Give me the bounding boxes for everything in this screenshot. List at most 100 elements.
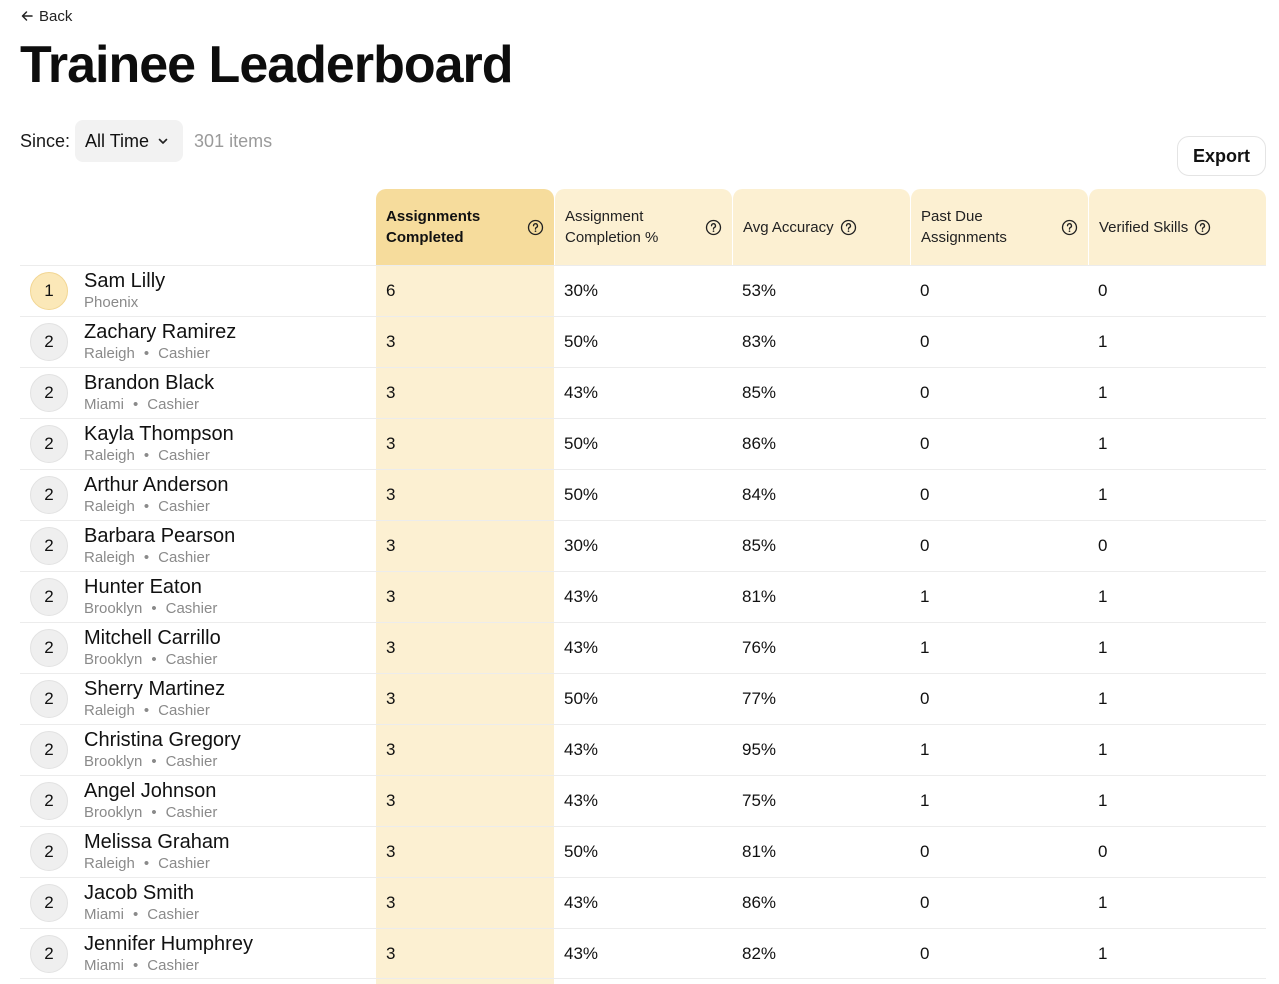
since-dropdown[interactable]: All Time (75, 120, 184, 162)
trainee-location: Raleigh (84, 345, 135, 362)
column-header-label: Assignment Completion % (565, 208, 659, 246)
column-header-verified-skills[interactable]: Verified Skills (1088, 189, 1266, 265)
trainee-meta: Phoenix (84, 293, 165, 313)
trainee-location: Brooklyn (84, 804, 143, 821)
column-header-past-due-assignments[interactable]: Past Due Assignments (910, 189, 1088, 265)
trainee-info: Jennifer Humphrey Miami • Cashier (84, 932, 253, 976)
column-header-avg-accuracy[interactable]: Avg Accuracy (732, 189, 910, 265)
trainee-name: Zachary Ramirez (84, 321, 237, 343)
cell-assignment-completion-pct: 43% (564, 587, 599, 606)
trainee-cell: 2 Angel Johnson Brooklyn • Cashier (20, 776, 376, 826)
cell-past-due-assignments: 1 (920, 638, 930, 657)
trainee-meta: Brooklyn • Cashier (84, 599, 217, 619)
cell-verified-skills: 1 (1098, 434, 1108, 453)
cell-verified-skills: 1 (1098, 689, 1108, 708)
trainee-name: Arthur Anderson (84, 474, 229, 496)
trainee-info: Kayla Thompson Raleigh • Cashier (84, 422, 234, 466)
cell-verified-skills: 1 (1098, 791, 1108, 810)
rank-badge: 2 (30, 527, 68, 565)
trainee-cell: 2 Melissa Graham Raleigh • Cashier (20, 827, 376, 877)
cell-assignments-completed: 3 (376, 368, 554, 418)
trainee-location: Raleigh (84, 498, 135, 515)
table-row[interactable]: 2 Brandon Black Miami • Cashier 3 43% 85% 0 1 (20, 367, 1266, 418)
separator-dot: • (151, 753, 157, 770)
cell-assignments-completed: 3 (376, 521, 554, 571)
column-header-assignments-completed[interactable]: Assignments Completed (376, 189, 554, 265)
table-row[interactable]: 2 Angel Johnson Brooklyn • Cashier 3 43% 75%… (20, 775, 1266, 826)
cell-assignment-completion-pct: 30% (564, 281, 599, 300)
table-row[interactable]: 1 Sam Lilly Phoenix 6 30% 53% 0 0 (20, 265, 1266, 316)
cell-avg-accuracy: 82% (742, 943, 777, 963)
trainee-name: Jacob Smith (84, 882, 195, 904)
item-count: 301 items (194, 130, 273, 151)
separator-dot: • (143, 702, 150, 719)
question-circle-icon[interactable] (1061, 219, 1078, 236)
trainee-cell: 2 Jennifer Humphrey Miami • Cashier (20, 929, 376, 978)
trainee-location: Raleigh (84, 447, 135, 464)
cell-past-due-assignments: 0 (920, 536, 930, 555)
cell-assignments-completed: 3 (376, 419, 554, 469)
trainee-meta: Raleigh • Cashier (84, 446, 234, 466)
trainee-cell: 2 Hunter Eaton Brooklyn • Cashier (20, 572, 376, 622)
separator-dot: • (133, 396, 139, 413)
table-row[interactable]: 2 Mitchell Carrillo Brooklyn • Cashier 3 43… (20, 622, 1266, 673)
trainee-cell: 2 Arthur Anderson Raleigh • Cashier (20, 470, 376, 520)
since-value: All Time (85, 130, 150, 151)
trainee-name: Jennifer Humphrey (84, 932, 253, 955)
table-row[interactable]: 2 Hunter Eaton Brooklyn • Cashier 3 43% 81% 1… (20, 571, 1266, 622)
trainee-location: Raleigh (84, 702, 135, 719)
cell-assignments-completed: 3 (376, 317, 554, 367)
trainee-location: Miami (84, 906, 124, 923)
question-circle-icon[interactable] (705, 219, 722, 236)
cell-assignment-completion-pct: 43% (564, 638, 599, 657)
trainee-info: Melissa Graham Raleigh • Cashier (84, 830, 230, 874)
trainee-location: Phoenix (84, 294, 139, 311)
cell-assignments-completed: 3 (376, 470, 554, 520)
table-row[interactable]: 2 Jacob Smith Miami • Cashier 3 43% 86% 0 1 (20, 877, 1266, 928)
trainee-info: Arthur Anderson Raleigh • Cashier (84, 473, 229, 517)
rank-badge: 2 (30, 731, 68, 769)
cell-avg-accuracy: 53% (742, 281, 777, 300)
cell-verified-skills: 0 (1098, 281, 1108, 300)
rank-badge: 2 (30, 374, 68, 412)
table-row[interactable]: 2 Barbara Pearson Raleigh • Cashier 3 30% 85… (20, 520, 1266, 571)
column-header-label: Past Due Assignments (921, 208, 1007, 246)
cell-avg-accuracy: 84% (742, 485, 777, 504)
cell-assignment-completion-pct: 50% (564, 434, 599, 453)
table-row[interactable]: 2 Zachary Ramirez Raleigh • Cashier 3 50% 83… (20, 316, 1266, 367)
cell-past-due-assignments: 0 (920, 332, 930, 351)
cell-verified-skills: 1 (1098, 587, 1108, 606)
table-row[interactable]: 2 Kayla Thompson Raleigh • Cashier 3 50% 86%… (20, 418, 1266, 469)
trainee-location: Raleigh (84, 855, 135, 872)
cell-avg-accuracy: 81% (742, 842, 777, 861)
table-row[interactable]: 2 Sherry Martinez Raleigh • Cashier 3 50% 77… (20, 673, 1266, 724)
table-row[interactable]: 2 Jennifer Humphrey Miami • Cashier 3 43% 82… (20, 928, 1266, 979)
page-title: Trainee Leaderboard (20, 36, 514, 94)
rank-badge: 2 (30, 680, 68, 718)
cell-assignment-completion-pct: 43% (564, 791, 599, 810)
table-row[interactable]: 2 Melissa Graham Raleigh • Cashier 3 50% 81%… (20, 826, 1266, 877)
cell-assignment-completion-pct: 50% (564, 332, 599, 351)
table-row[interactable]: 2 Christina Gregory Brooklyn • Cashier 3 43… (20, 724, 1266, 775)
export-button[interactable]: Export (1176, 136, 1266, 176)
trainee-name: Melissa Graham (84, 831, 230, 853)
cell-past-due-assignments: 0 (920, 943, 930, 963)
trainee-location: Brooklyn (84, 600, 143, 617)
trainee-cell: 2 Barbara Pearson Raleigh • Cashier (20, 521, 376, 571)
trainee-role: Cashier (158, 855, 210, 872)
table-row[interactable]: 2 Arthur Anderson Raleigh • Cashier 3 50% 84… (20, 469, 1266, 520)
question-circle-icon[interactable] (527, 219, 544, 236)
separator-dot: • (151, 651, 157, 668)
trainee-role: Cashier (147, 396, 199, 413)
separator-dot: • (143, 855, 150, 872)
filter-bar: Since: All Time 301 items (20, 120, 272, 162)
rank-badge: 2 (30, 884, 68, 922)
cell-avg-accuracy: 85% (742, 536, 777, 555)
column-header-assignment-completion-pct[interactable]: Assignment Completion % (554, 189, 732, 265)
cell-assignments-completed: 3 (376, 929, 554, 978)
back-link[interactable]: Back (20, 6, 72, 26)
cell-verified-skills: 1 (1098, 943, 1108, 963)
question-circle-icon[interactable] (1194, 219, 1211, 236)
question-circle-icon[interactable] (840, 219, 857, 236)
trainee-info: Zachary Ramirez Raleigh • Cashier (84, 320, 236, 364)
